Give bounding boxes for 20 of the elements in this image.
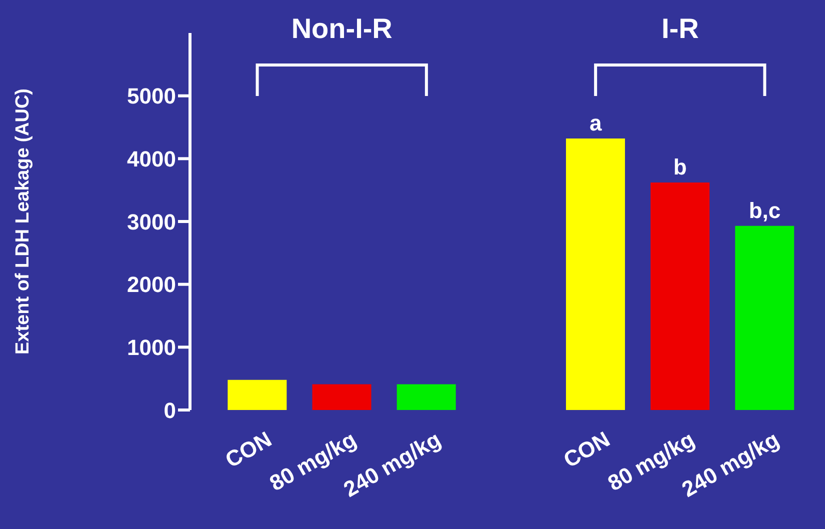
bar	[650, 182, 710, 410]
bar	[312, 384, 372, 410]
y-tick-label: 4000	[127, 146, 176, 172]
bar	[396, 384, 456, 410]
data-label: b	[673, 154, 687, 180]
y-tick-label: 0	[164, 398, 176, 423]
bar	[735, 226, 794, 410]
y-tick-label: 3000	[127, 209, 176, 234]
bar	[228, 380, 287, 410]
x-tick-label: CON	[220, 426, 276, 473]
annotation: I-R	[661, 13, 699, 44]
bar	[566, 138, 625, 410]
y-axis-title: Extent of LDH Leakage (AUC)	[12, 88, 34, 355]
data-label: a	[589, 110, 602, 136]
y-tick-label: 5000	[127, 84, 176, 109]
y-tick-label: 2000	[127, 272, 176, 298]
x-tick-label: CON	[559, 426, 614, 473]
annotation: Non-I-R	[291, 13, 392, 44]
y-tick-label: 1000	[127, 334, 176, 360]
data-label: b,c	[748, 198, 781, 223]
